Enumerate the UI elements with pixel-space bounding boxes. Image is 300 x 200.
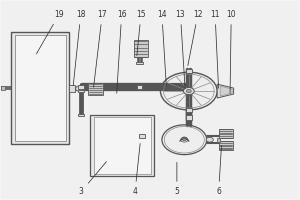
Text: 17: 17 <box>94 10 107 87</box>
Bar <box>139 134 145 138</box>
Bar <box>186 108 191 112</box>
Bar <box>1 86 5 90</box>
Bar <box>136 62 142 64</box>
Bar <box>88 83 103 95</box>
Circle shape <box>160 72 217 110</box>
Text: 11: 11 <box>210 10 220 88</box>
Text: 15: 15 <box>136 10 146 56</box>
Polygon shape <box>217 84 234 98</box>
Text: 14: 14 <box>157 10 167 85</box>
Bar <box>15 35 66 141</box>
Circle shape <box>183 87 194 95</box>
Bar <box>218 138 220 142</box>
Text: 5: 5 <box>174 162 179 196</box>
Bar <box>90 115 154 176</box>
Text: 12: 12 <box>188 10 203 65</box>
Text: 16: 16 <box>117 10 126 93</box>
Circle shape <box>186 89 191 93</box>
Bar <box>136 85 142 89</box>
Bar <box>11 32 69 144</box>
Text: 6: 6 <box>216 145 221 196</box>
Circle shape <box>162 125 207 155</box>
Text: 18: 18 <box>73 10 86 85</box>
Bar <box>78 90 84 92</box>
Bar <box>186 115 192 120</box>
Bar <box>219 129 233 138</box>
Bar <box>82 85 185 89</box>
Bar <box>78 114 84 116</box>
Circle shape <box>181 137 188 142</box>
Circle shape <box>206 137 213 142</box>
Text: 4: 4 <box>133 143 140 196</box>
Bar <box>134 40 148 57</box>
Polygon shape <box>220 86 232 96</box>
Text: 3: 3 <box>79 162 106 196</box>
Text: 19: 19 <box>36 10 64 54</box>
Bar <box>186 69 191 73</box>
Bar <box>69 85 75 92</box>
Bar <box>78 85 84 89</box>
Bar <box>82 85 189 89</box>
Circle shape <box>76 86 84 91</box>
Text: 10: 10 <box>226 10 236 93</box>
Bar <box>219 141 233 150</box>
Bar <box>94 117 151 174</box>
Text: 13: 13 <box>176 10 185 88</box>
